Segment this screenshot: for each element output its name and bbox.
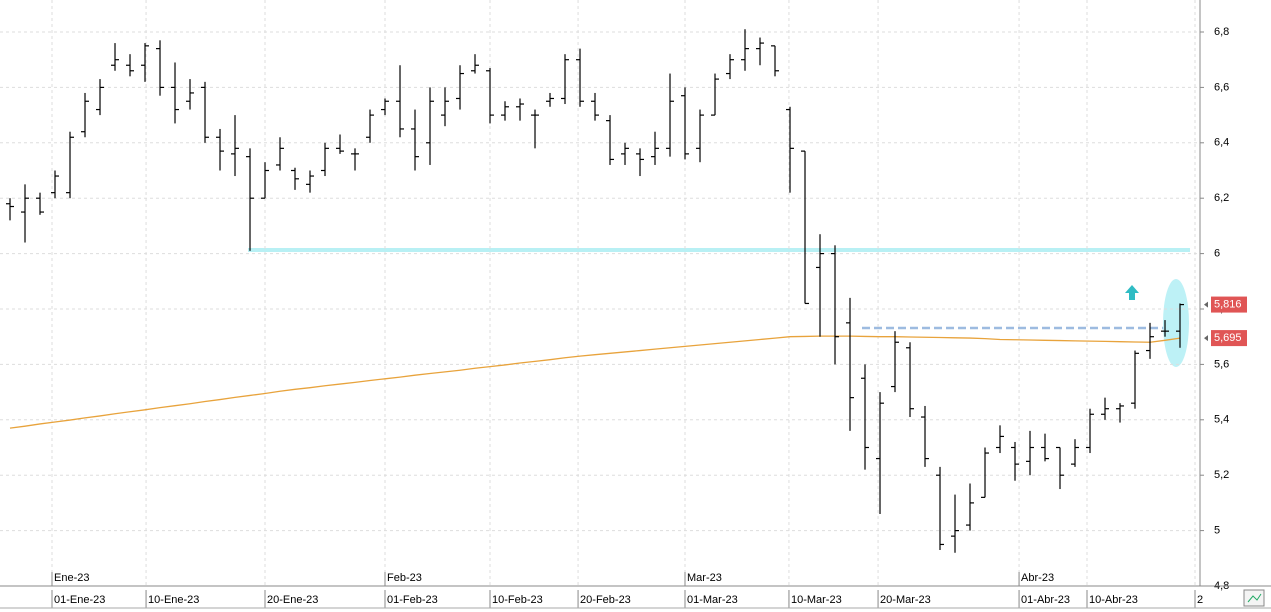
price-marker <box>1211 330 1247 347</box>
x-tick-label: 01-Feb-23 <box>387 594 438 606</box>
month-label: Mar-23 <box>687 572 722 584</box>
price-marker-label: 5,816 <box>1214 298 1242 310</box>
y-tick-label: 5,6 <box>1214 358 1229 370</box>
x-tick-label: 01-Ene-23 <box>54 594 105 606</box>
zoom-icon <box>1247 593 1262 603</box>
price-marker <box>1211 296 1247 313</box>
x-tick-label: 10-Ene-23 <box>148 594 199 606</box>
month-label: Ene-23 <box>54 572 89 584</box>
y-tick-label: 5 <box>1214 525 1220 537</box>
highlight-ellipse <box>1163 279 1189 367</box>
y-tick-label: 6,8 <box>1214 26 1229 38</box>
x-tick-label: 20-Mar-23 <box>880 594 931 606</box>
x-tick-label: 10-Abr-23 <box>1089 594 1138 606</box>
y-tick-label: 6 <box>1214 248 1220 260</box>
x-tick-label: 01-Abr-23 <box>1021 594 1070 606</box>
y-tick-label: 6,2 <box>1214 192 1229 204</box>
x-tick-label: 2 <box>1197 594 1203 606</box>
x-tick-label: 10-Feb-23 <box>492 594 543 606</box>
price-pointer <box>1204 335 1208 342</box>
x-tick-label: 20-Feb-23 <box>580 594 631 606</box>
zoom-button[interactable] <box>1243 589 1265 607</box>
y-tick-label: 5,2 <box>1214 469 1229 481</box>
y-tick-label: 6,4 <box>1214 137 1229 149</box>
up-arrow <box>1125 285 1139 300</box>
y-tick-label: 6,6 <box>1214 81 1229 93</box>
month-label: Abr-23 <box>1021 572 1054 584</box>
x-tick-label: 10-Mar-23 <box>791 594 842 606</box>
y-tick-label: 5,4 <box>1214 414 1229 426</box>
month-label: Feb-23 <box>387 572 422 584</box>
price-pointer <box>1204 301 1208 308</box>
price-marker-label: 5,695 <box>1214 332 1242 344</box>
x-tick-label: 20-Ene-23 <box>267 594 318 606</box>
x-tick-label: 01-Mar-23 <box>687 594 738 606</box>
moving-average <box>9 335 1181 429</box>
